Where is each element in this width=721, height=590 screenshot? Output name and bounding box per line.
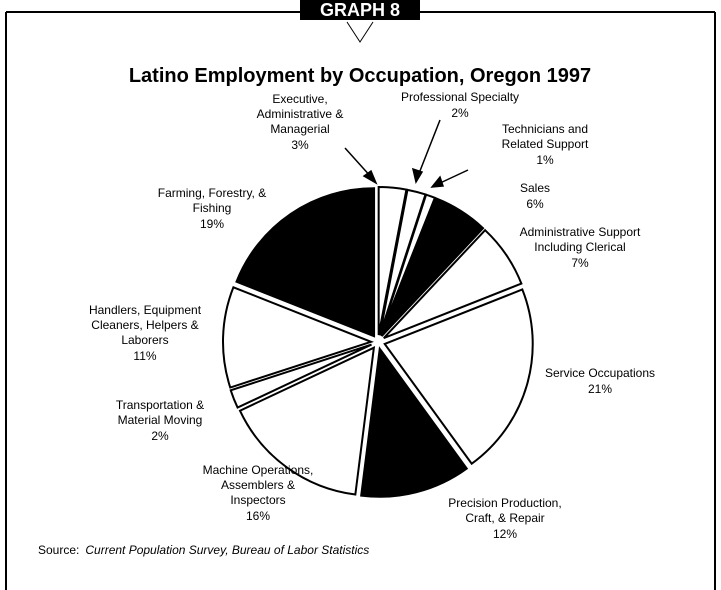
slice-label: Administrative &	[257, 107, 344, 121]
pie-slice	[383, 288, 534, 466]
slice-label: Assemblers &	[221, 478, 295, 492]
slice-label: Cleaners, Helpers &	[91, 318, 198, 332]
slice-label: Related Support	[502, 137, 589, 151]
slice-label: Technicians and	[502, 122, 588, 136]
slice-label: Including Clerical	[534, 240, 625, 254]
slice-label: Machine Operations,	[203, 463, 314, 477]
slice-label: Handlers, Equipment	[89, 303, 202, 317]
arrow-head	[430, 175, 445, 188]
source-label: Source:	[38, 543, 79, 557]
header: GRAPH 8	[320, 0, 400, 20]
value-label: 16%	[246, 509, 270, 523]
slice-label: Managerial	[270, 122, 329, 136]
value-label: 12%	[493, 527, 517, 541]
pie-slice	[380, 197, 485, 337]
slice-label: Executive,	[272, 92, 327, 106]
value-label: 2%	[451, 106, 469, 120]
value-label: 21%	[588, 382, 612, 396]
value-label: 1%	[536, 153, 554, 167]
arrow-head	[411, 167, 424, 184]
leader-line	[437, 169, 469, 185]
pie-slice	[238, 345, 376, 496]
slice-label: Material Moving	[118, 413, 203, 427]
pie-slice	[383, 228, 523, 339]
slice-label: Inspectors	[230, 493, 285, 507]
value-label: 2%	[151, 429, 169, 443]
value-label: 3%	[291, 138, 309, 152]
leader-lines	[344, 119, 469, 188]
pie-slice	[360, 346, 469, 498]
slice-label: Professional Specialty	[401, 90, 519, 104]
pie-slice	[235, 187, 376, 338]
slice-label: Administrative Support	[520, 225, 641, 239]
pie-slice	[377, 186, 408, 336]
pie-slice	[229, 343, 372, 409]
value-label: 11%	[133, 349, 156, 363]
pie-slice	[222, 285, 374, 389]
header-box	[300, 0, 420, 20]
source-text: Current Population Survey, Bureau of Lab…	[85, 543, 369, 557]
value-label: 7%	[571, 256, 589, 270]
slice-label: Service Occupations	[545, 366, 655, 380]
slice-label: Sales	[520, 181, 550, 195]
pie-slice	[379, 193, 437, 336]
source: Source: Current Population Survey, Bureau…	[38, 543, 369, 557]
slice-label: Transportation &	[116, 398, 204, 412]
header-arrow	[346, 21, 374, 43]
value-label: 6%	[526, 197, 544, 211]
value-label: 19%	[200, 217, 224, 231]
slice-label: Fishing	[193, 201, 232, 215]
arrow-head	[362, 169, 378, 185]
leader-line	[417, 119, 441, 177]
chart-title: Latino Employment by Occupation, Oregon …	[129, 65, 591, 87]
slice-label: Laborers	[121, 333, 168, 347]
slice-label: Farming, Forestry, &	[158, 186, 266, 200]
slice-label: Precision Production,	[448, 496, 561, 510]
slice-label: Craft, & Repair	[465, 511, 544, 525]
